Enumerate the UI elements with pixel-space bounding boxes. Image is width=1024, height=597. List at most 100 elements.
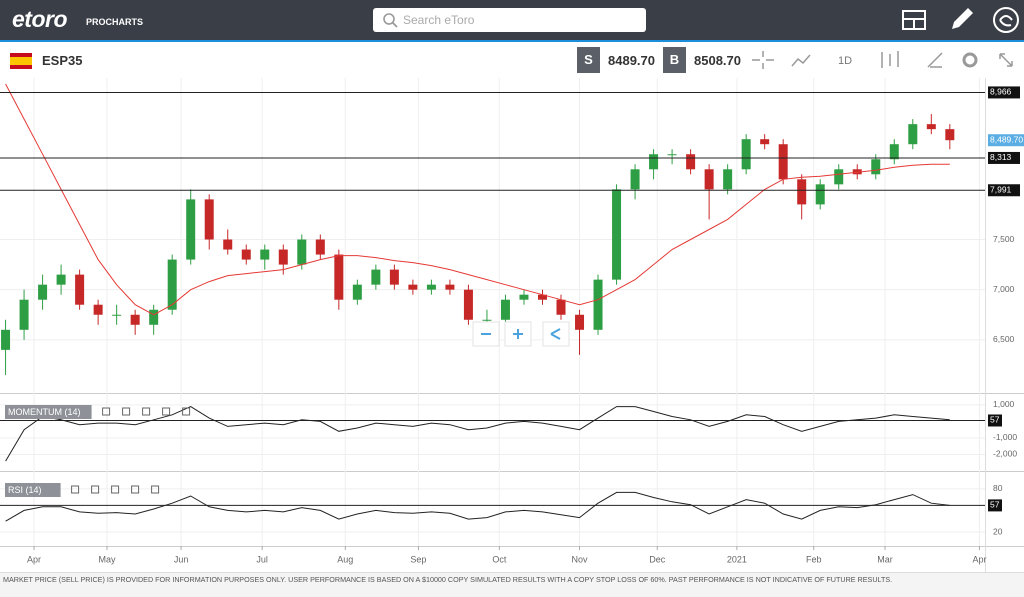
candle-body <box>38 284 48 300</box>
candle-body <box>389 269 399 285</box>
pane-tool-icon[interactable] <box>182 407 191 416</box>
chart-type-icon[interactable] <box>791 54 811 67</box>
pane-tool-icon[interactable] <box>162 407 171 416</box>
price-level-label: 8,313 <box>990 152 1012 162</box>
draw-icon[interactable] <box>927 52 943 68</box>
top-bar: etoro PROCHARTS Search eToro <box>0 0 1024 42</box>
settings-icon[interactable] <box>962 52 978 68</box>
moving-average-line <box>5 83 950 316</box>
candle-body <box>797 179 807 205</box>
share-icon <box>550 328 561 340</box>
last-value-label: 57 <box>990 415 1000 425</box>
search-box[interactable]: Search eToro <box>373 8 646 32</box>
candle-body <box>926 124 936 130</box>
layout-icon[interactable] <box>902 10 926 30</box>
fullscreen-icon[interactable] <box>999 53 1013 67</box>
candle-body <box>704 169 714 190</box>
candle-body <box>649 154 659 170</box>
buy-button[interactable]: B <box>663 47 686 73</box>
y-tick-label: -2,000 <box>993 449 1017 459</box>
pane-tool-icon[interactable] <box>131 485 140 494</box>
candle-body <box>315 239 325 255</box>
x-tick-label: Apr <box>27 554 41 564</box>
pane-title: RSI (14) <box>8 485 42 495</box>
x-tick-label: Jun <box>174 554 189 564</box>
product-name: PROCHARTS <box>86 17 144 27</box>
edit-icon[interactable] <box>952 8 973 29</box>
candle-icon[interactable] <box>881 51 899 68</box>
pane-title-box: MOMENTUM (14) <box>5 405 92 419</box>
candle-body <box>260 249 270 260</box>
candle-body <box>575 314 585 330</box>
candle-body <box>723 169 733 190</box>
candle-body <box>130 314 140 325</box>
candle-body <box>815 184 825 205</box>
last-value-box <box>988 499 1002 512</box>
candle-body <box>371 269 381 285</box>
search-placeholder: Search eToro <box>403 13 475 27</box>
disclaimer: MARKET PRICE (SELL PRICE) IS PROVIDED FO… <box>3 575 893 584</box>
price-level-box <box>988 184 1020 197</box>
chart: Apr May Jun Jul Aug Sep Oct Nov Dec 2021 Feb Mar Apr… <box>0 78 1024 572</box>
sell-button[interactable]: S <box>577 47 600 73</box>
candle-body <box>186 199 196 260</box>
x-tick-label: Dec <box>649 554 666 564</box>
candle-body <box>945 129 955 141</box>
x-tick-label: Apr <box>972 554 986 564</box>
account-icon[interactable] <box>993 7 1019 33</box>
candle-body <box>167 259 177 310</box>
candle-body <box>760 139 770 145</box>
zoom-button[interactable] <box>542 321 570 347</box>
price-level-box <box>988 151 1020 164</box>
candle-body <box>482 319 492 321</box>
candle-body <box>408 284 418 290</box>
indicator-line <box>5 491 950 522</box>
candle-body <box>19 299 29 330</box>
candle-body <box>278 249 288 265</box>
y-tick-label: 80 <box>993 483 1003 493</box>
candle-body <box>612 189 622 280</box>
candle-body <box>334 254 344 300</box>
x-tick-label: Nov <box>572 554 589 564</box>
buy-price: 8508.70 <box>694 53 741 68</box>
candle-body <box>500 299 510 320</box>
x-tick-label: 2021 <box>727 554 747 564</box>
x-tick-label: Oct <box>492 554 507 564</box>
candle-body <box>352 284 362 300</box>
top-icons <box>902 7 1019 33</box>
logo[interactable]: etoro <box>12 6 68 32</box>
candle-body <box>1 329 11 350</box>
candle-body <box>593 279 603 330</box>
candle-body <box>75 274 85 305</box>
candle-body <box>778 144 788 180</box>
candle-body <box>889 144 899 160</box>
search-icon <box>383 13 398 28</box>
toolbar-icons <box>752 51 1013 69</box>
pane-tool-icon[interactable] <box>111 485 120 494</box>
pane-tool-icon[interactable] <box>71 485 80 494</box>
pane-tool-icon[interactable] <box>102 407 111 416</box>
price-level-label: 7,991 <box>990 185 1012 195</box>
candle-body <box>741 139 751 170</box>
interval-selector[interactable]: 1D <box>838 55 853 67</box>
candle-body <box>445 284 455 290</box>
candle-body <box>537 294 547 300</box>
pane-title: MOMENTUM (14) <box>8 407 81 417</box>
candle-body <box>93 304 103 315</box>
pane-title-box: RSI (14) <box>5 483 61 497</box>
pane-tool-icon[interactable] <box>91 485 100 494</box>
price-level-box <box>988 86 1020 99</box>
pane-tool-icon[interactable] <box>142 407 151 416</box>
y-tick-label: 1,000 <box>993 399 1015 409</box>
y-tick-label: 7,500 <box>993 234 1015 244</box>
indicator-line <box>5 406 950 462</box>
toolbar: ESP35 S 8489.70 B 8508.70 1D <box>0 42 1024 79</box>
pane-title-bg <box>5 405 92 419</box>
crosshair-icon[interactable] <box>752 51 774 69</box>
y-tick-label: -1,000 <box>993 432 1017 442</box>
pane-tool-icon[interactable] <box>151 485 160 494</box>
pane-tool-icon[interactable] <box>122 407 131 416</box>
candle-body <box>463 289 473 320</box>
candle-body <box>834 169 844 185</box>
